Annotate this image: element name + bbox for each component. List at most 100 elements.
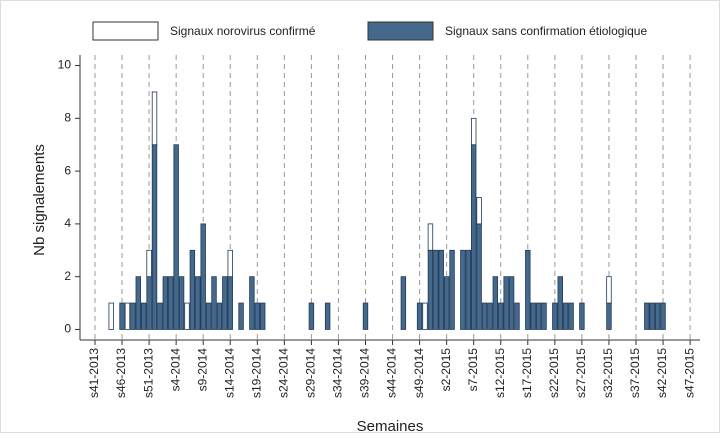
bar [568,302,574,330]
bar [184,302,190,330]
bar [151,144,158,330]
bar [249,276,255,330]
bar [362,302,369,330]
x-tick-label: s41-2013 [87,348,101,398]
bar [654,302,661,330]
bar [525,249,531,330]
x-tick-label: s22-2015 [547,348,561,398]
bar [470,117,477,146]
bar [119,302,125,330]
bar [227,249,233,278]
x-tick-label: s17-2015 [520,348,534,398]
bar [606,302,612,330]
legend-label: Signaux norovirus confirmé [170,24,316,38]
bar [606,276,612,304]
bar [433,249,439,330]
y-tick-label: 8 [64,111,71,125]
x-tick-label: s51-2013 [141,348,155,398]
x-tick-label: s44-2014 [385,348,399,398]
bar [508,276,515,330]
bar [427,249,434,330]
bar [487,302,493,330]
bar [238,302,244,330]
y-tick-label: 0 [64,322,71,336]
bar [227,276,233,330]
bar [146,276,152,330]
bar [135,276,141,330]
bar [205,302,212,330]
x-tick-label: s27-2015 [574,348,588,398]
bar [535,302,542,330]
x-tick-label: s46-2013 [114,348,128,398]
x-tick-label: s49-2014 [412,348,426,398]
x-tick-label: s4-2014 [168,348,182,392]
y-tick-label: 2 [64,269,71,283]
bar [579,302,585,330]
bar [562,302,569,330]
bar [416,302,423,330]
legend-swatch [92,21,159,41]
bar [195,276,201,330]
bar [189,249,196,330]
x-tick-label: s2-2015 [439,348,453,392]
bar [168,276,174,330]
bar [400,276,407,330]
x-tick-label: s9-2014 [195,348,209,392]
x-tick-label: s12-2015 [493,348,507,398]
x-tick-label: s19-2014 [249,348,263,398]
x-tick-label: s32-2015 [601,348,615,398]
bar [108,302,114,330]
x-tick-label: s24-2014 [277,348,291,398]
bar [151,91,158,146]
bar [254,302,260,330]
bar [503,276,509,330]
x-tick-label: s29-2014 [304,348,318,398]
bar [140,302,147,330]
bar [476,223,482,330]
bar [427,223,434,251]
bar [514,302,520,330]
bar [422,302,428,330]
bar [492,276,499,330]
bar [216,302,223,330]
bar [541,302,547,330]
bar [324,302,331,330]
x-tick-label: s7-2015 [466,348,480,392]
bar [211,276,217,330]
bar [649,302,655,330]
y-axis-label: Nb signalements [31,144,48,256]
bar [222,276,228,330]
bar [557,276,563,330]
bar [449,249,455,330]
bar [460,249,466,330]
bar [130,302,136,330]
legend-swatch [367,21,434,41]
bar [481,302,488,330]
bar [465,249,471,330]
bar [552,302,558,330]
x-tick-label: s47-2015 [682,348,696,398]
bar [173,144,179,330]
bar [438,249,444,330]
x-tick-label: s42-2015 [655,348,669,398]
bar [644,302,650,330]
bar [476,197,482,225]
bar [470,144,477,330]
x-axis-label: Semaines [357,418,424,433]
bar [146,249,152,278]
bar [124,302,131,330]
x-tick-label: s37-2015 [628,348,642,398]
x-tick-label: s14-2014 [222,348,236,398]
bar [443,276,450,330]
x-tick-label: s39-2014 [358,348,372,398]
bar [308,302,315,330]
bar [498,302,504,330]
x-tick-label: s34-2014 [331,348,345,398]
y-tick-label: 4 [64,216,71,230]
y-tick-label: 10 [58,58,72,72]
bar [162,276,169,330]
legend-label: Signaux sans confirmation étiologique [445,24,647,38]
bar [530,302,536,330]
